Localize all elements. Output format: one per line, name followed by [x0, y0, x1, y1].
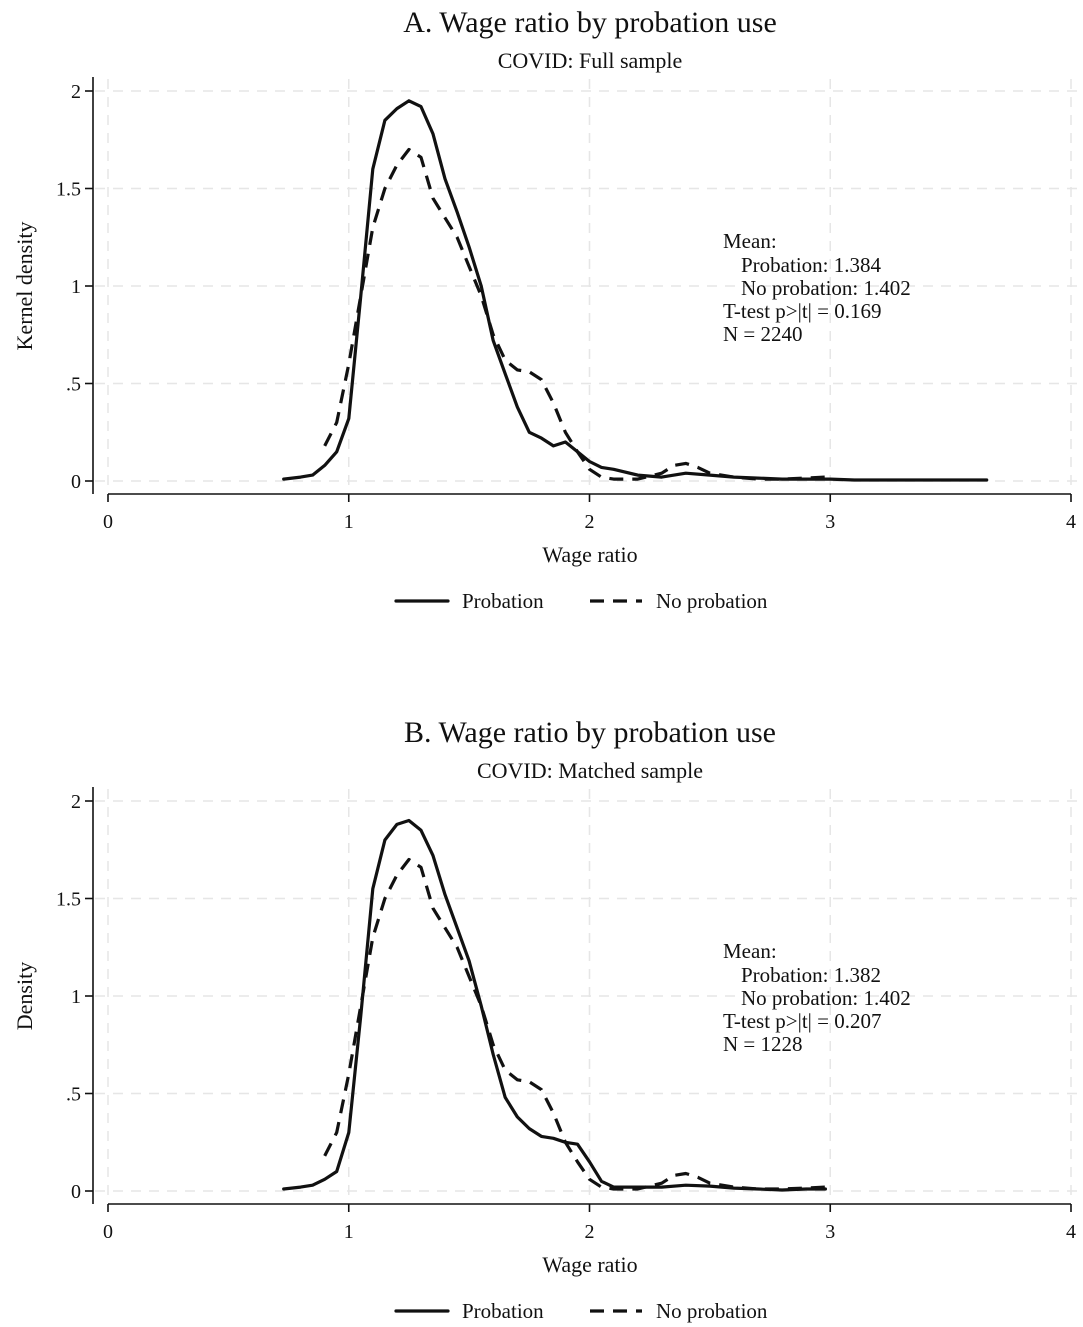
- panel-a: A. Wage ratio by probation use COVID: Fu…: [12, 6, 1079, 613]
- annotation-line: Mean:: [723, 229, 777, 253]
- y-tick-label: 1: [71, 986, 81, 1008]
- gridlines: [95, 789, 1079, 1202]
- annotation-line: No probation: 1.402: [741, 986, 911, 1010]
- stats-annotation: Mean: Probation: 1.382 No probation: 1.4…: [723, 939, 911, 1056]
- annotation-line: Probation: 1.384: [741, 253, 881, 277]
- series-line-no-probation: [323, 857, 826, 1191]
- y-ticks: 0 .5 1 1.5 2: [56, 791, 93, 1203]
- y-tick-label: 1.5: [56, 889, 81, 911]
- y-ticks: 0 .5 1 1.5 2: [56, 81, 93, 493]
- chart-subtitle: COVID: Full sample: [498, 48, 683, 73]
- x-tick-label: 1: [344, 511, 354, 533]
- panel-b: B. Wage ratio by probation use COVID: Ma…: [12, 716, 1079, 1323]
- y-tick-label: 1.5: [56, 179, 81, 201]
- x-axis-label: Wage ratio: [542, 542, 637, 567]
- y-tick-label: 0: [71, 1181, 81, 1203]
- y-tick-label: .5: [66, 1084, 81, 1106]
- annotation-line: Probation: 1.382: [741, 963, 881, 987]
- x-tick-label: 0: [103, 1221, 113, 1243]
- legend-label: Probation: [462, 589, 544, 613]
- x-ticks: 0 1 2 3 4: [103, 1204, 1076, 1243]
- series-lines: [282, 99, 989, 482]
- chart-title: B. Wage ratio by probation use: [404, 716, 776, 749]
- legend-label: Probation: [462, 1299, 544, 1323]
- x-ticks: 0 1 2 3 4: [103, 494, 1076, 533]
- x-tick-label: 3: [825, 511, 835, 533]
- annotation-line: No probation: 1.402: [741, 276, 911, 300]
- y-axis-label: Kernel density: [12, 222, 37, 351]
- legend-label: No probation: [656, 589, 768, 613]
- y-tick-label: 0: [71, 471, 81, 493]
- stats-annotation: Mean: Probation: 1.384 No probation: 1.4…: [723, 229, 911, 346]
- chart-title: A. Wage ratio by probation use: [403, 6, 777, 39]
- series-line-probation: [282, 818, 828, 1192]
- x-tick-label: 4: [1066, 1221, 1076, 1243]
- series-line-no-probation: [323, 147, 826, 481]
- annotation-line: N = 2240: [723, 322, 803, 346]
- annotation-line: T-test p>|t| = 0.207: [723, 1009, 881, 1033]
- annotation-line: T-test p>|t| = 0.169: [723, 299, 881, 323]
- annotation-line: Mean:: [723, 939, 777, 963]
- legend: Probation No probation: [394, 1299, 768, 1323]
- y-axis-label: Density: [12, 962, 37, 1030]
- x-tick-label: 0: [103, 511, 113, 533]
- chart-subtitle: COVID: Matched sample: [477, 758, 703, 783]
- y-tick-label: .5: [66, 374, 81, 396]
- legend: Probation No probation: [394, 589, 768, 613]
- x-tick-label: 2: [585, 1221, 595, 1243]
- x-tick-label: 2: [585, 511, 595, 533]
- annotation-line: N = 1228: [723, 1032, 803, 1056]
- y-tick-label: 1: [71, 276, 81, 298]
- legend-label: No probation: [656, 1299, 768, 1323]
- x-axis-label: Wage ratio: [542, 1252, 637, 1277]
- gridlines: [95, 79, 1079, 492]
- y-tick-label: 2: [71, 81, 81, 103]
- y-tick-label: 2: [71, 791, 81, 813]
- x-tick-label: 3: [825, 1221, 835, 1243]
- series-lines: [282, 818, 828, 1192]
- x-tick-label: 4: [1066, 511, 1076, 533]
- x-tick-label: 1: [344, 1221, 354, 1243]
